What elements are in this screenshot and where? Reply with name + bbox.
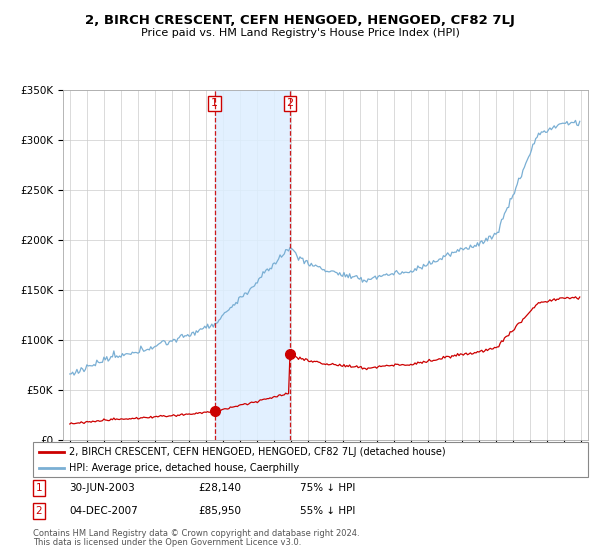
FancyBboxPatch shape [33,442,588,477]
Text: 55% ↓ HPI: 55% ↓ HPI [300,506,355,516]
Bar [215,90,290,440]
Text: 1: 1 [211,99,218,108]
Text: Price paid vs. HM Land Registry's House Price Index (HPI): Price paid vs. HM Land Registry's House … [140,28,460,38]
Text: 30-JUN-2003: 30-JUN-2003 [69,483,135,493]
Text: Contains HM Land Registry data © Crown copyright and database right 2024.: Contains HM Land Registry data © Crown c… [33,529,359,538]
Text: 2: 2 [286,99,293,108]
Text: This data is licensed under the Open Government Licence v3.0.: This data is licensed under the Open Gov… [33,538,301,547]
Text: £28,140: £28,140 [198,483,241,493]
Text: 2, BIRCH CRESCENT, CEFN HENGOED, HENGOED, CF82 7LJ (detached house): 2, BIRCH CRESCENT, CEFN HENGOED, HENGOED… [69,447,446,457]
Text: 1: 1 [35,483,43,493]
Text: £85,950: £85,950 [198,506,241,516]
Text: 75% ↓ HPI: 75% ↓ HPI [300,483,355,493]
Text: HPI: Average price, detached house, Caerphilly: HPI: Average price, detached house, Caer… [69,464,299,473]
Text: 04-DEC-2007: 04-DEC-2007 [69,506,138,516]
Text: 2, BIRCH CRESCENT, CEFN HENGOED, HENGOED, CF82 7LJ: 2, BIRCH CRESCENT, CEFN HENGOED, HENGOED… [85,14,515,27]
Text: 2: 2 [35,506,43,516]
